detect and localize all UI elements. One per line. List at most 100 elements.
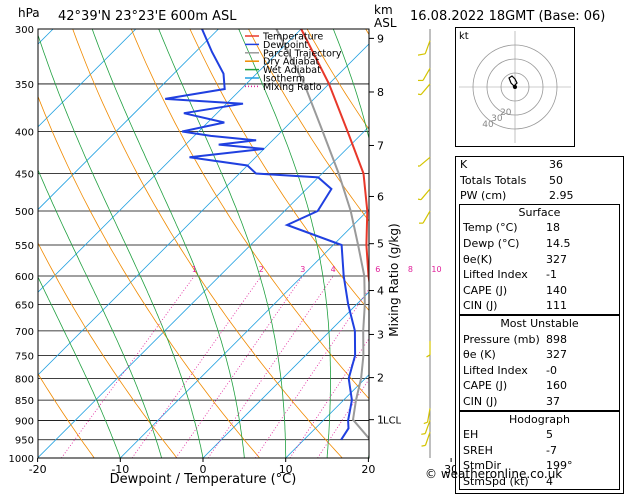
km-tick-label: 9 xyxy=(377,32,384,45)
wind-barb-flag xyxy=(418,198,422,201)
wind-barb-flag xyxy=(421,444,426,447)
surface-value: 140 xyxy=(546,283,567,297)
most-unstable-row: θe (K) 327 xyxy=(460,347,619,363)
x-tick-label: 0 xyxy=(200,463,207,476)
hodograph-ring-label: 20 xyxy=(500,108,512,118)
wet-adiabat-line xyxy=(38,276,121,458)
pressure-tick-label: 400 xyxy=(15,128,34,139)
x-tick-label: -10 xyxy=(111,463,129,476)
surface-label: CAPE (J) xyxy=(463,283,508,297)
mixing-ratio-line xyxy=(175,275,304,458)
km-tick-label: 7 xyxy=(377,139,384,152)
x-axis-label: Dewpoint / Temperature (°C) xyxy=(110,472,297,486)
dry-adiabat-line xyxy=(248,29,369,222)
surface-label: Temp (°C) xyxy=(463,221,518,235)
x-tick-label: 10 xyxy=(279,463,293,476)
wind-barb-flag xyxy=(418,165,420,167)
surface-label: CIN (J) xyxy=(463,299,498,313)
hodograph-table-row: SREH -7 xyxy=(460,443,619,459)
dry-adiabat-line xyxy=(38,242,178,458)
wind-barb-shaft xyxy=(420,188,431,201)
wind-barb xyxy=(418,156,431,167)
footer-credit: © weatheronline.co.uk xyxy=(425,467,563,481)
background-lines xyxy=(0,29,369,458)
surface-label: Dewp (°C) xyxy=(463,236,520,250)
isotherm-line xyxy=(202,291,369,458)
pressure-tick-label: 800 xyxy=(15,374,34,385)
legend-label: Dewpoint xyxy=(263,40,308,51)
indices-table: K 36 Totals Totals 50 PW (cm) 2.95 Surface Te… xyxy=(455,156,624,494)
km-tick-label: 6 xyxy=(377,190,384,203)
hodograph-ring-label: 30 xyxy=(491,114,503,124)
pressure-tick-label: 900 xyxy=(15,416,34,427)
wind-barb-flag xyxy=(418,53,426,56)
km-tick-label: 2 xyxy=(377,372,384,385)
km-tick-label: 5 xyxy=(377,238,384,251)
most-unstable-row: Pressure (mb) 898 xyxy=(460,332,619,348)
mixing-ratio-line xyxy=(254,288,369,458)
wind-barb xyxy=(426,340,431,358)
mixing-ratio-label: 3 xyxy=(300,265,305,274)
hodograph-storm-marker xyxy=(513,85,517,89)
x-tick-label: 30 xyxy=(444,463,458,476)
wind-barb-shaft xyxy=(426,408,431,423)
hodograph-unit-label: kt xyxy=(459,31,469,42)
isotherm-line xyxy=(38,29,219,211)
index-value: 2.95 xyxy=(549,189,574,203)
pressure-tick-label: 750 xyxy=(15,351,34,362)
mixing-ratio-label: 6 xyxy=(375,265,380,274)
pressure-tick-label: 450 xyxy=(15,169,34,180)
most-unstable-value: 898 xyxy=(546,332,567,346)
dry-adiabat-line xyxy=(38,95,260,458)
surface-row: Lifted Index -1 xyxy=(460,267,619,283)
datetime-title: 16.08.2022 18GMT (Base: 06) xyxy=(410,9,606,24)
wind-barb xyxy=(418,210,431,224)
wind-barb-flag xyxy=(418,93,422,96)
mixing-ratio-line xyxy=(131,275,262,458)
hodograph-table-value: 4 xyxy=(546,474,553,488)
hodograph-trace xyxy=(508,75,518,88)
mixing-ratio-line xyxy=(207,275,334,458)
dry-adiabat-line xyxy=(38,373,95,458)
mixing-ratio-label: 1 xyxy=(192,265,197,274)
wet-adiabat-line xyxy=(38,33,204,458)
index-label: K xyxy=(460,158,468,171)
hodograph-table-row: StmSpd (kt) 4 xyxy=(460,474,619,490)
hodograph-table-label: StmDir xyxy=(463,459,502,473)
location-title: 42°39'N 23°23'E 600m ASL xyxy=(58,9,237,24)
index-label: PW (cm) xyxy=(460,189,507,203)
most-unstable-title: Most Unstable xyxy=(500,316,579,330)
dry-adiabat-line xyxy=(0,29,12,458)
pressure-tick-label: 350 xyxy=(15,80,34,91)
wind-barb-flag xyxy=(421,433,426,435)
isotherm-line xyxy=(38,29,302,293)
lcl-label: LCL xyxy=(383,416,402,427)
hodograph-table-value: 5 xyxy=(546,428,553,442)
isotherm-line xyxy=(285,374,369,458)
wind-barb-shaft xyxy=(422,210,431,224)
hodograph-table-value: -7 xyxy=(546,443,557,457)
pressure-tick-label: 550 xyxy=(15,241,34,252)
index-row: K 36 xyxy=(456,157,623,173)
most-unstable-value: 327 xyxy=(546,348,567,362)
legend-label: Temperature xyxy=(262,32,323,43)
legend-label: Isotherm xyxy=(263,74,305,85)
mixing-ratio-line xyxy=(317,378,369,458)
wind-barb xyxy=(421,420,431,435)
surface-label: θe(K) xyxy=(463,252,493,266)
profile-lines xyxy=(165,29,369,441)
wet-adiabat-line xyxy=(238,29,331,458)
km-tick-label: 1 xyxy=(377,414,384,427)
most-unstable-row: Lifted Index -0 xyxy=(460,363,619,379)
hodograph-table-label: StmSpd (kt) xyxy=(463,474,529,488)
wind-barbs xyxy=(418,29,431,458)
most-unstable-label: Lifted Index xyxy=(463,363,528,377)
hodograph-table-label: EH xyxy=(463,428,479,442)
pressure-tick-label: 850 xyxy=(15,396,34,407)
most-unstable-label: CAPE (J) xyxy=(463,379,508,393)
isotherm-line xyxy=(38,43,369,376)
surface-section: Surface Temp (°C) 18 Dewp (°C) 14.5 θe(K) 327… xyxy=(459,203,620,315)
dewpoint-line xyxy=(165,29,357,441)
hodograph-table-row: StmDir 199° xyxy=(460,458,619,474)
